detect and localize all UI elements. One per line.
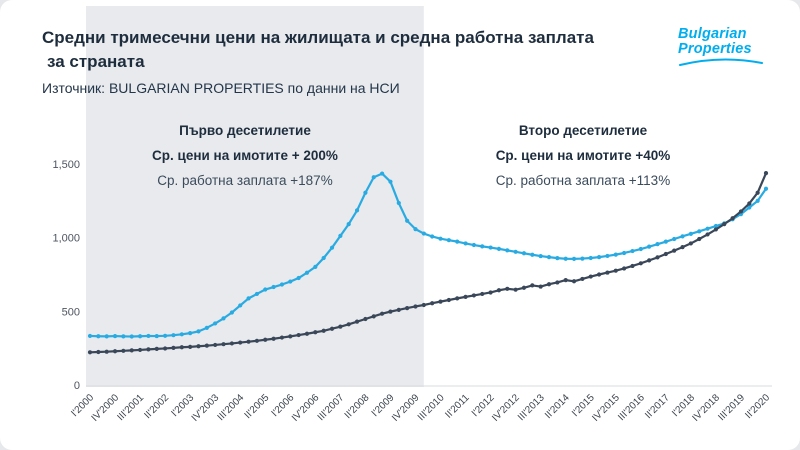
svg-text:0: 0 — [74, 380, 80, 392]
svg-text:IV'2000: IV'2000 — [90, 392, 122, 424]
svg-text:III'2013: III'2013 — [516, 392, 547, 423]
svg-text:1,500: 1,500 — [52, 159, 80, 171]
svg-text:IV'2015: IV'2015 — [590, 392, 622, 424]
first-decade-prices: Ср. цени на имотите + 200% — [152, 148, 338, 163]
svg-text:III'2007: III'2007 — [316, 392, 347, 423]
svg-text:II'2005: II'2005 — [243, 392, 272, 421]
svg-text:IV'2003: IV'2003 — [190, 392, 222, 424]
logo-line2: Properties — [678, 41, 752, 57]
chart-title: Средни тримесечни цени на жилищата и сре… — [42, 26, 594, 74]
svg-text:III'2016: III'2016 — [616, 392, 647, 423]
svg-text:500: 500 — [62, 306, 80, 318]
logo-swoosh-icon — [679, 58, 763, 66]
logo-line1: Bulgarian — [678, 26, 747, 42]
svg-text:II'2017: II'2017 — [643, 392, 672, 421]
svg-text:III'2004: III'2004 — [216, 392, 247, 423]
svg-text:IV'2009: IV'2009 — [390, 392, 422, 424]
second-decade-salary: Ср. работна заплата +113% — [495, 173, 671, 188]
svg-text:II'2008: II'2008 — [343, 392, 372, 421]
svg-text:IV'2012: IV'2012 — [490, 392, 522, 424]
first-decade-annotation: Първо десетилетие Ср. цени на имотите + … — [90, 118, 400, 193]
svg-text:II'2002: II'2002 — [142, 392, 171, 421]
source-subtitle: Източник: BULGARIAN PROPERTIES по данни … — [42, 80, 400, 96]
svg-text:IV'2006: IV'2006 — [290, 392, 322, 424]
second-decade-prices: Ср. цени на имотите +40% — [495, 148, 671, 163]
bulgarian-properties-logo: Bulgarian Properties — [678, 27, 764, 67]
svg-text:1,000: 1,000 — [52, 233, 80, 245]
svg-text:II'2020: II'2020 — [743, 392, 772, 421]
second-decade-annotation: Второ десетилетие Ср. цени на имотите +4… — [418, 118, 748, 193]
svg-text:III'2019: III'2019 — [716, 392, 747, 423]
svg-text:III'2001: III'2001 — [115, 392, 146, 423]
svg-text:IV'2018: IV'2018 — [691, 392, 723, 424]
svg-text:III'2010: III'2010 — [416, 392, 447, 423]
title-line1: Средни тримесечни цени на жилищата и сре… — [42, 28, 594, 47]
second-decade-title: Второ десетилетие — [518, 123, 648, 138]
title-line2: за страната — [47, 52, 145, 71]
first-decade-salary: Ср. работна заплата +187% — [157, 173, 333, 188]
first-decade-title: Първо десетилетие — [179, 123, 311, 138]
svg-text:II'2014: II'2014 — [543, 392, 572, 421]
svg-text:II'2011: II'2011 — [443, 392, 472, 421]
